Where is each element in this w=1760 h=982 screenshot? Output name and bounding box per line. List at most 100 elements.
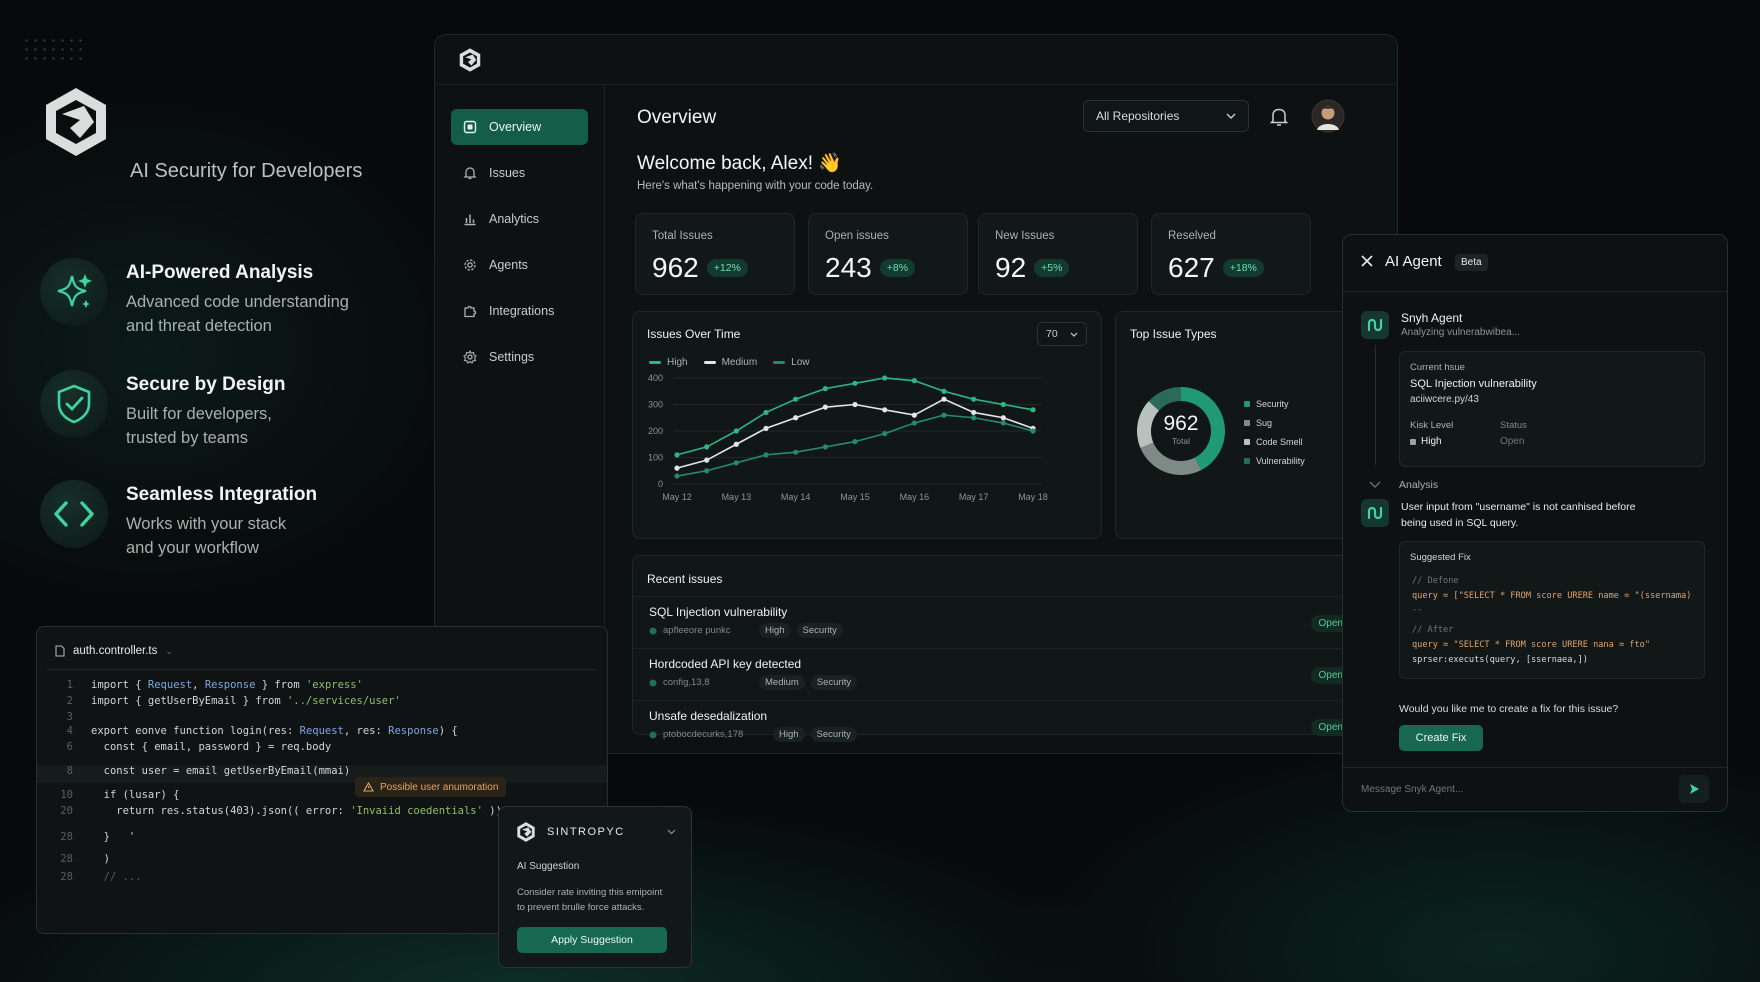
data-point[interactable] xyxy=(704,444,710,450)
close-icon[interactable] xyxy=(1361,255,1373,267)
chevron-down-icon[interactable] xyxy=(667,829,676,835)
legend-swatch xyxy=(1244,400,1250,407)
stat-card-total[interactable]: Total Issues 962 +12% xyxy=(635,213,795,295)
sidebar-item-issues[interactable]: Issues xyxy=(451,155,588,191)
donut-slice-sug[interactable] xyxy=(1140,442,1202,475)
sidebar-item-analytics[interactable]: Analytics xyxy=(451,201,588,237)
data-point[interactable] xyxy=(971,409,977,416)
stat-card-new[interactable]: New Issues 92 +5% xyxy=(978,213,1138,295)
code-line[interactable]: 4 export eonve function login(res: Reques… xyxy=(37,725,607,743)
repository-select[interactable]: All Repositories xyxy=(1083,100,1249,132)
data-point[interactable] xyxy=(882,407,888,413)
data-point[interactable] xyxy=(674,465,680,471)
sidebar-item-settings[interactable]: Settings xyxy=(451,339,588,375)
sidebar-item-label: Analytics xyxy=(489,212,540,226)
sidebar-item-label: Settings xyxy=(489,350,535,364)
data-point[interactable] xyxy=(852,401,858,408)
sidebar-item-agents[interactable]: Agents xyxy=(451,247,588,283)
code-comment: // After xyxy=(1412,625,1454,635)
data-point[interactable] xyxy=(852,380,858,386)
data-point[interactable] xyxy=(971,415,977,421)
donut-slice-security[interactable] xyxy=(1181,387,1225,471)
data-point[interactable] xyxy=(733,428,739,434)
code-line[interactable]: 28 } ' xyxy=(37,831,607,849)
data-point[interactable] xyxy=(1000,420,1006,426)
donut-slice-code-smell[interactable] xyxy=(1137,401,1159,448)
data-point[interactable] xyxy=(1000,401,1006,408)
data-point[interactable] xyxy=(733,460,739,466)
data-point[interactable] xyxy=(882,431,888,437)
data-point[interactable] xyxy=(822,386,828,392)
donut-slice-vulnerability[interactable] xyxy=(1148,387,1181,411)
data-point[interactable] xyxy=(822,444,828,450)
data-point[interactable] xyxy=(941,388,947,394)
code-line[interactable]: 10 if (lusar) { xyxy=(37,789,607,807)
data-point[interactable] xyxy=(704,468,710,474)
code-line[interactable]: 28 // ... xyxy=(37,871,607,889)
sidebar-item-overview[interactable]: Overview xyxy=(451,109,588,145)
line-number: 2 xyxy=(66,695,73,707)
dot-grid-decoration xyxy=(22,36,82,66)
agent-status: Analyzing vulnerabwibea... xyxy=(1401,327,1520,338)
apply-suggestion-button[interactable]: Apply Suggestion xyxy=(517,927,667,953)
send-button[interactable] xyxy=(1679,775,1709,803)
warning-hint[interactable]: Possible user anumoration xyxy=(355,777,507,797)
data-point[interactable] xyxy=(911,412,917,418)
code-line[interactable]: 1 import { Request, Response } from 'expr… xyxy=(37,679,607,697)
code-line[interactable]: 6 const { email, password } = req.body xyxy=(37,741,607,759)
data-point[interactable] xyxy=(793,449,799,455)
data-point[interactable] xyxy=(971,396,977,402)
sidebar-item-integrations[interactable]: Integrations xyxy=(451,293,588,329)
data-point[interactable] xyxy=(763,452,769,458)
code-line[interactable]: 20 return res.status(403).json(( error: … xyxy=(37,805,607,823)
data-point[interactable] xyxy=(763,409,769,416)
editor-tab[interactable]: auth.controller.ts ⌄ xyxy=(55,645,173,657)
issue-row[interactable]: SQL Injection vulnerability apfleeore pu… xyxy=(633,596,1391,648)
data-point[interactable] xyxy=(674,473,680,479)
data-point[interactable] xyxy=(793,415,799,421)
issue-title: Hordcoded API key detected xyxy=(649,657,802,671)
stat-change-badge: +5% xyxy=(1034,259,1070,277)
code-line[interactable]: 2 import { getUserByEmail } from '../serv… xyxy=(37,695,607,713)
data-point[interactable] xyxy=(1030,428,1036,434)
feature-desc: Built for developers, xyxy=(126,405,272,423)
code-line[interactable]: 3 xyxy=(37,711,607,729)
status-dot-icon xyxy=(649,627,657,634)
data-point[interactable] xyxy=(822,404,828,410)
data-point[interactable] xyxy=(733,441,739,447)
data-point[interactable] xyxy=(911,420,917,426)
data-point[interactable] xyxy=(674,452,680,458)
data-point[interactable] xyxy=(1000,415,1006,421)
data-point[interactable] xyxy=(911,378,917,384)
stat-card-open[interactable]: Open issues 243 +8% xyxy=(808,213,968,295)
issue-row[interactable]: Hordcoded API key detected config,13,8 M… xyxy=(633,648,1391,700)
avatar[interactable] xyxy=(1311,99,1345,133)
code-line[interactable]: 8 const user = email getUserByEmail(mmai… xyxy=(37,765,607,783)
severity-badge: High xyxy=(773,727,805,742)
stat-card-resolved[interactable]: Reselved 627 +18% xyxy=(1151,213,1311,295)
agent-title: AI Agent xyxy=(1385,253,1442,270)
stat-value: 243 xyxy=(825,252,872,283)
data-point[interactable] xyxy=(793,396,799,402)
create-fix-button[interactable]: Create Fix xyxy=(1399,725,1483,751)
data-point[interactable] xyxy=(882,375,888,381)
data-point[interactable] xyxy=(941,396,947,402)
message-input[interactable] xyxy=(1353,775,1653,803)
data-point[interactable] xyxy=(704,457,710,463)
issue-row[interactable]: Unsafe desedalization ptobocdecurks,178 … xyxy=(633,700,1391,752)
chart-range-select[interactable]: 70 xyxy=(1037,322,1087,346)
chevron-down-icon xyxy=(1070,332,1078,337)
suggestion-text: to prevent brulle force attacks. xyxy=(517,902,645,913)
code-line[interactable]: 28 ) xyxy=(37,853,607,871)
notification-bell-icon[interactable] xyxy=(1270,107,1288,127)
data-point[interactable] xyxy=(763,425,769,431)
recent-issues-panel: Recent issues SQL Injection vulnerabilit… xyxy=(632,555,1392,742)
legend-swatch xyxy=(1244,438,1250,445)
fix-question: Would you like me to create a fix for th… xyxy=(1399,703,1619,715)
data-point[interactable] xyxy=(941,412,947,418)
agent-name: Snyh Agent xyxy=(1401,311,1463,325)
app-logo-icon[interactable] xyxy=(457,47,483,73)
chevron-down-icon[interactable] xyxy=(1369,481,1381,489)
data-point[interactable] xyxy=(1030,407,1036,413)
data-point[interactable] xyxy=(852,439,858,445)
